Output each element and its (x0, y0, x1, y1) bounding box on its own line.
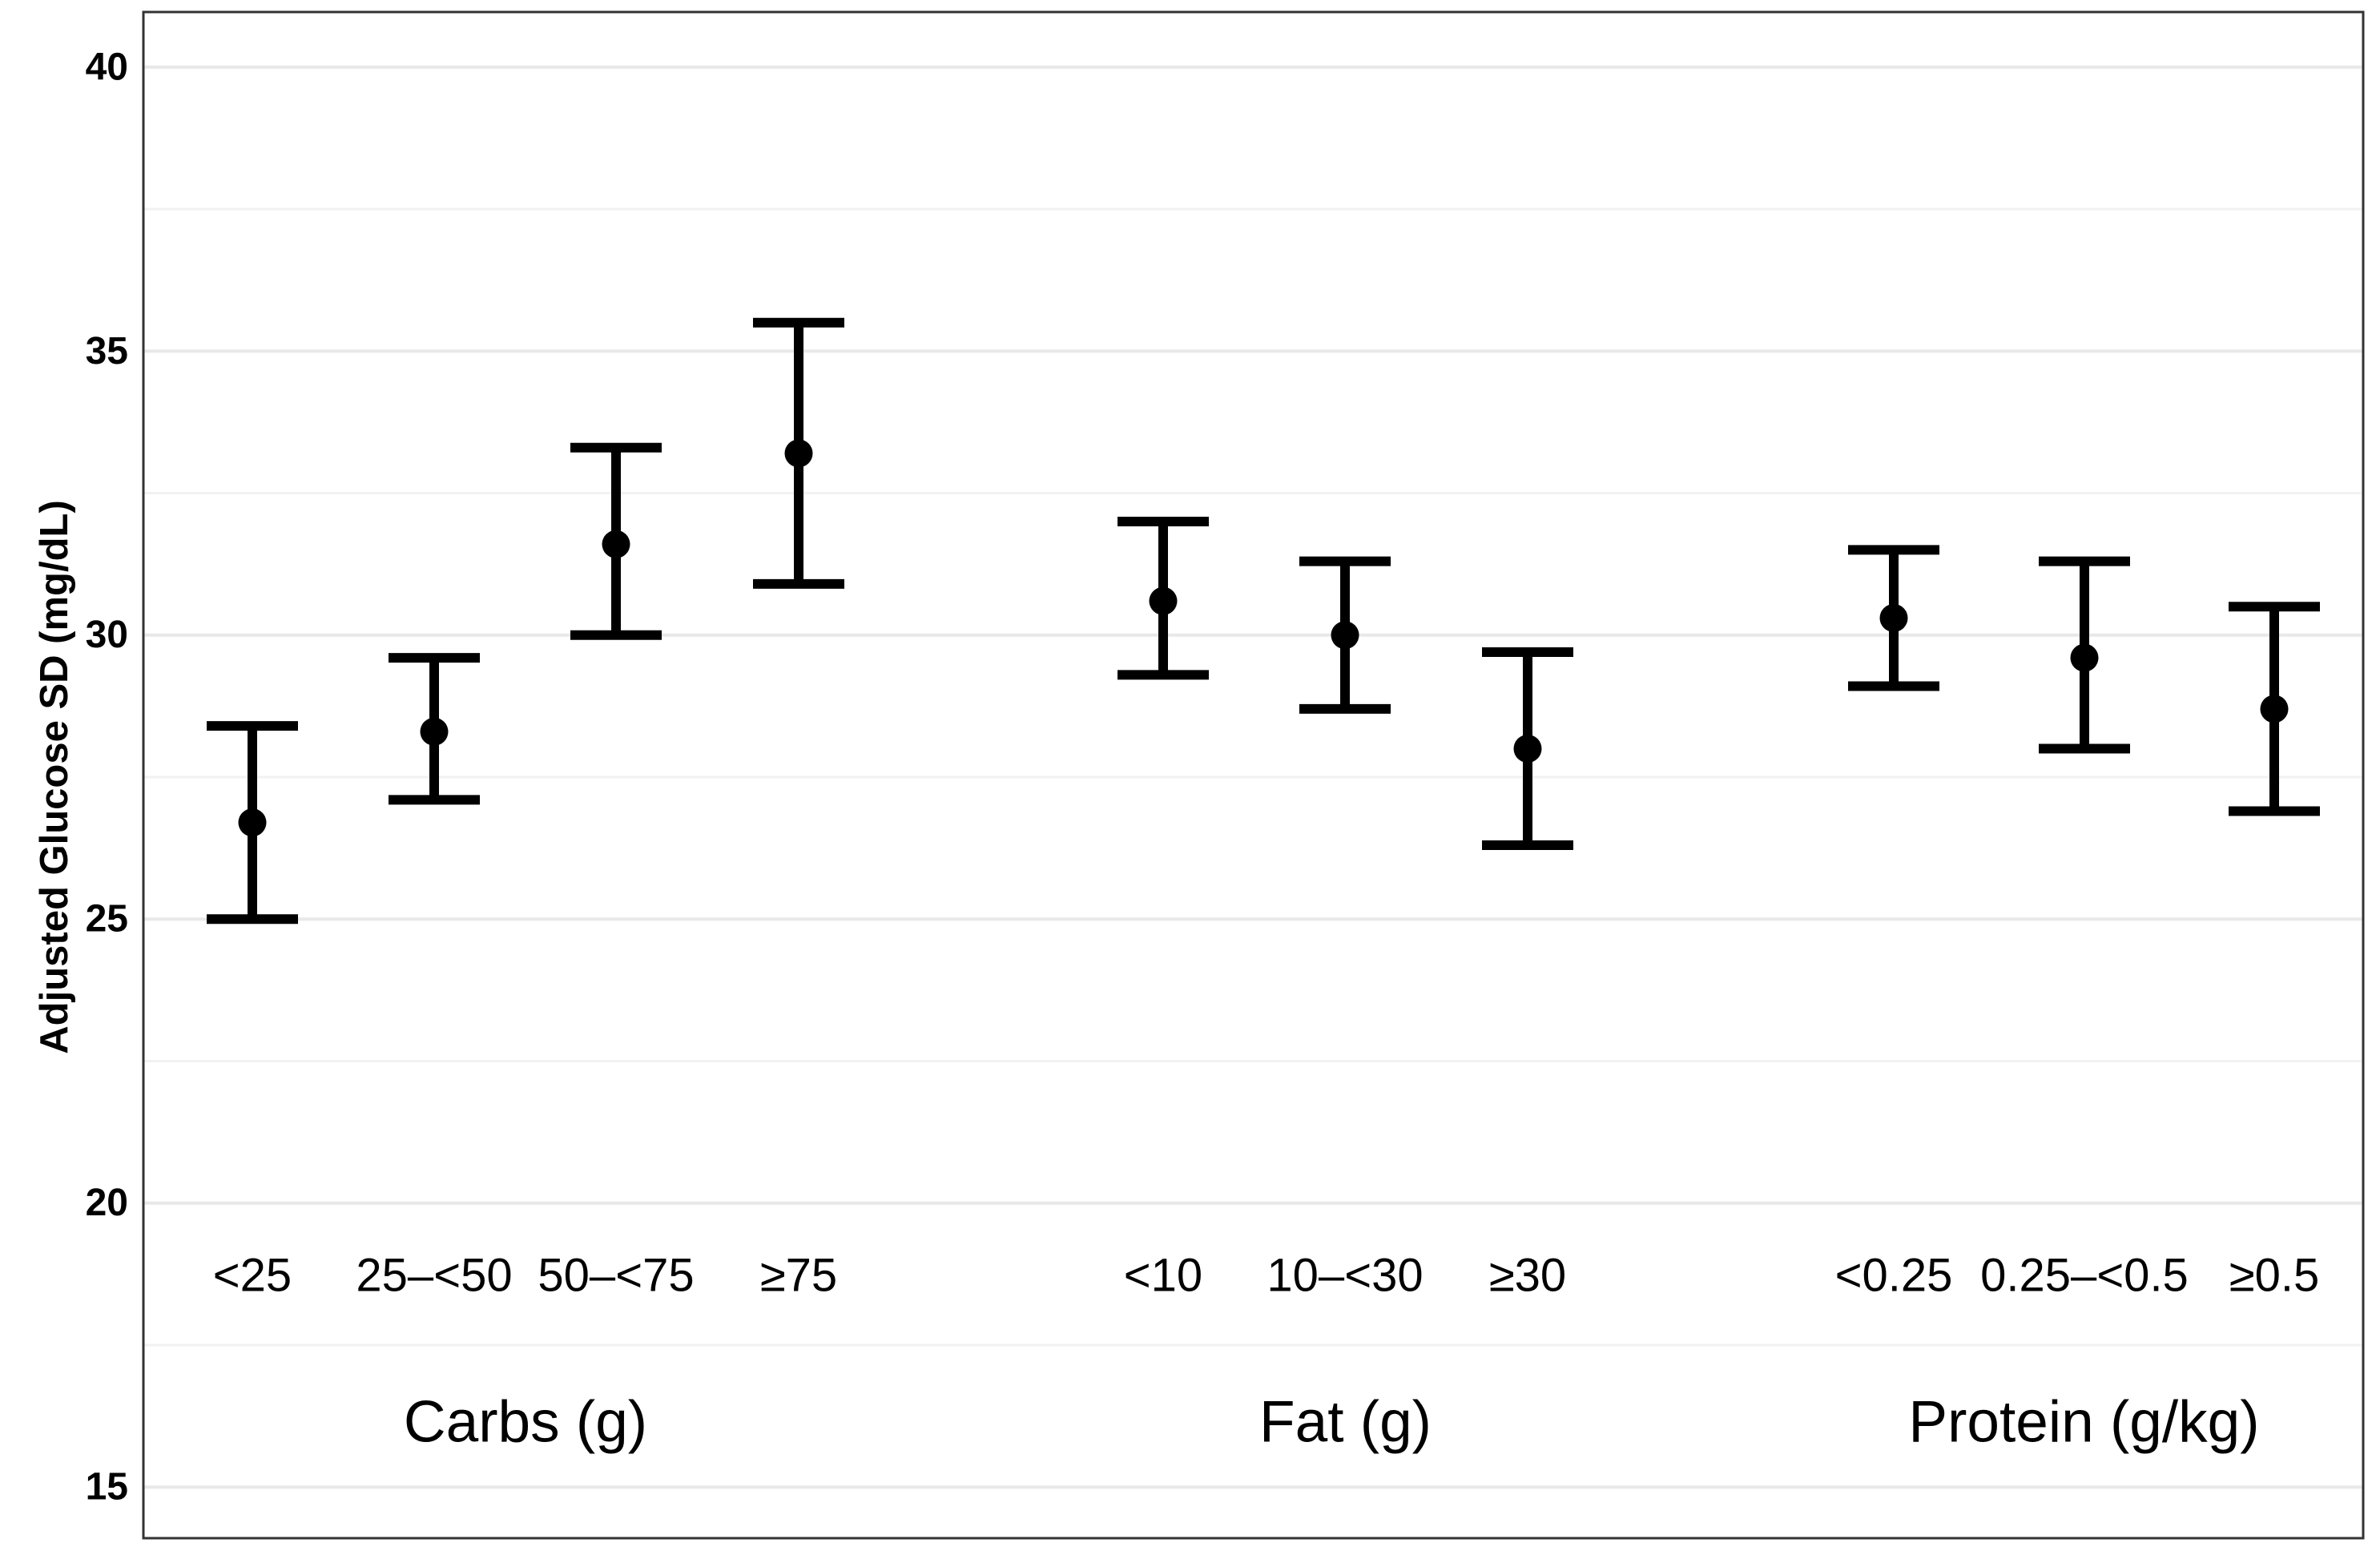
point-marker (784, 439, 813, 468)
point-marker (1513, 735, 1542, 763)
category-tick-label: ≥75 (760, 1250, 837, 1302)
point-marker (1879, 603, 1908, 632)
y-tick-label: 30 (86, 614, 128, 656)
y-tick-label: 25 (86, 898, 128, 941)
category-tick-label: <10 (1124, 1250, 1202, 1302)
category-tick-label: ≥0.5 (2229, 1250, 2319, 1302)
category-tick-label: 50–<75 (538, 1250, 694, 1302)
point-marker (420, 717, 449, 746)
point-marker (602, 530, 630, 558)
point-marker (1331, 621, 1359, 650)
group-axis-label: Carbs (g) (404, 1390, 647, 1455)
group-axis-label: Protein (g/kg) (1908, 1390, 2259, 1455)
category-tick-label: 10–<30 (1267, 1250, 1423, 1302)
group-axis-label: Fat (g) (1259, 1390, 1432, 1455)
point-marker (238, 808, 267, 837)
y-tick-label: 35 (86, 330, 128, 373)
category-tick-label: <0.25 (1835, 1250, 1953, 1302)
category-tick-label: 25–<50 (356, 1250, 512, 1302)
category-tick-label: ≥30 (1489, 1250, 1566, 1302)
y-tick-label: 40 (86, 46, 128, 88)
category-tick-label: 0.25–<0.5 (1980, 1250, 2189, 1302)
category-tick-label: <25 (213, 1250, 292, 1302)
y-axis-title: Adjusted Glucose SD (mg/dL) (33, 500, 76, 1053)
y-tick-label: 15 (86, 1466, 128, 1509)
panel-border (142, 10, 2365, 1540)
y-tick-label: 20 (86, 1182, 128, 1224)
point-marker (2260, 695, 2289, 723)
point-marker (2070, 643, 2099, 672)
point-marker (1149, 586, 1178, 615)
